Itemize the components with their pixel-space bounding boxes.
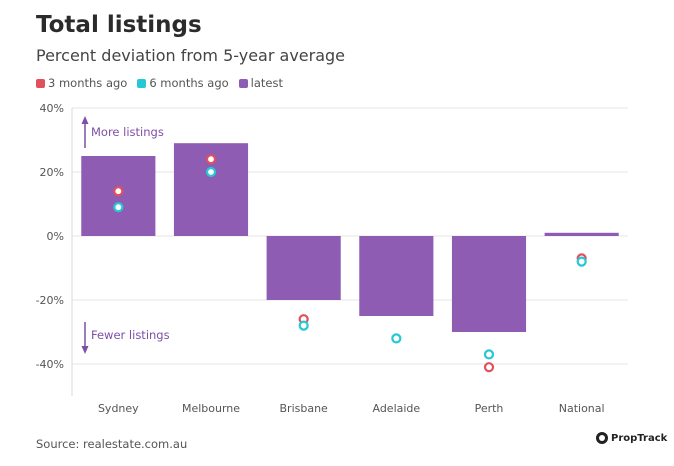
brand-name: PropTrack (611, 432, 668, 444)
marker-3-months-ago (483, 362, 495, 373)
proptrack-icon (596, 432, 608, 444)
marker-6-months-ago (391, 333, 402, 344)
marker-6-months-ago (483, 349, 495, 360)
chart-title: Total listings (36, 12, 202, 38)
legend-item-6-months: 6 months ago (137, 76, 229, 90)
y-tick-label: 40% (40, 102, 64, 115)
marker-6-months-ago (576, 256, 587, 267)
legend-swatch-latest (238, 78, 248, 88)
x-tick-label: Sydney (98, 402, 139, 415)
source-note: Source: realestate.com.au (36, 437, 188, 451)
bar-perth (451, 236, 527, 332)
legend-label-latest: latest (250, 76, 283, 90)
marker-3-months-ago (113, 186, 124, 197)
bar-national (544, 232, 619, 236)
arrow-down-icon (81, 346, 89, 354)
brand-logo: PropTrack (596, 432, 667, 444)
x-tick-label: Perth (475, 402, 504, 415)
marker-6-months-ago (298, 320, 309, 331)
legend-item-latest: latest (238, 76, 283, 90)
x-tick-label: Brisbane (280, 402, 329, 415)
marker-3-months-ago (205, 154, 217, 165)
legend-label-3-months: 3 months ago (48, 76, 128, 90)
bar-brisbane (266, 236, 341, 300)
marker-6-months-ago (113, 202, 124, 213)
bar-adelaide (359, 236, 434, 316)
annotation-fewer-listings: Fewer listings (91, 328, 170, 342)
legend: 3 months ago 6 months ago latest (36, 76, 283, 90)
marker-6-months-ago (205, 166, 217, 178)
x-tick-label: National (559, 402, 605, 415)
legend-label-6-months: 6 months ago (149, 76, 229, 90)
arrow-up-icon (81, 116, 89, 124)
y-tick-label: -20% (36, 294, 64, 307)
legend-swatch-3-months (36, 78, 45, 88)
x-tick-label: Melbourne (182, 402, 240, 415)
x-tick-label: Adelaide (372, 402, 420, 415)
y-tick-label: -40% (36, 358, 64, 371)
legend-swatch-6-months (137, 78, 147, 88)
chart-subtitle: Percent deviation from 5-year average (36, 46, 346, 65)
y-tick-label: 0% (47, 230, 64, 243)
y-tick-label: 20% (40, 166, 64, 179)
legend-item-3-months: 3 months ago (36, 76, 127, 90)
annotation-more-listings: More listings (91, 125, 164, 139)
